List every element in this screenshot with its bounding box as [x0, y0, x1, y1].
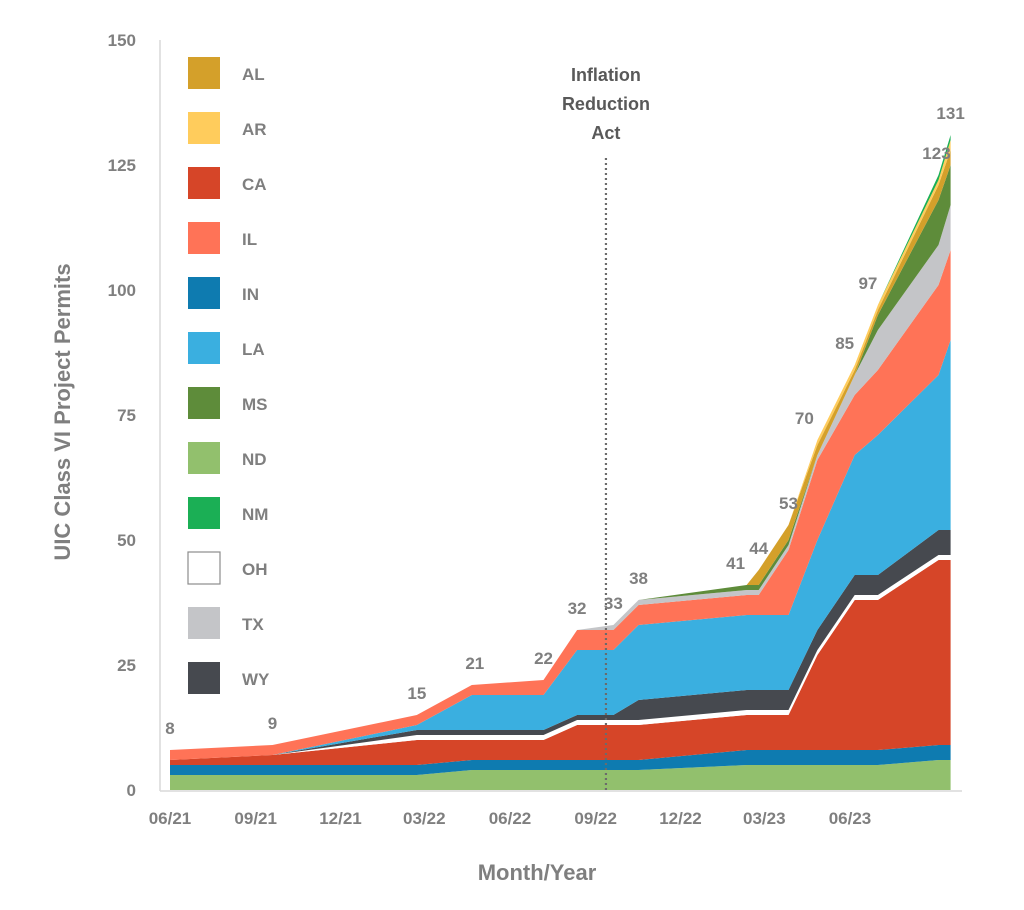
legend-item-in: IN — [188, 277, 259, 309]
x-tick-label: 03/23 — [743, 809, 786, 828]
legend-label: MS — [242, 395, 268, 414]
x-tick-label: 12/21 — [319, 809, 362, 828]
legend-swatch — [188, 662, 220, 694]
y-tick-label: 150 — [108, 31, 136, 50]
x-tick-label: 06/23 — [829, 809, 872, 828]
legend-swatch — [188, 497, 220, 529]
legend-item-oh: OH — [187, 551, 268, 585]
legend: AL AR CA IL IN LA MS ND NM OH TX WY — [187, 57, 270, 694]
legend-label: ND — [242, 450, 267, 469]
y-tick-label: 100 — [108, 281, 136, 300]
x-tick-labels: 06/21 09/21 12/21 03/22 06/22 09/22 12/22 03/23… — [149, 809, 872, 828]
total-label: 9 — [268, 714, 277, 733]
legend-swatch — [187, 551, 221, 585]
total-label: 22 — [534, 649, 553, 668]
legend-swatch — [188, 607, 220, 639]
ira-annotation-line: Inflation — [571, 65, 641, 85]
legend-item-ar: AR — [188, 112, 267, 144]
legend-item-la: LA — [188, 332, 265, 364]
y-tick-labels: 0 25 50 75 100 125 150 — [108, 31, 136, 800]
legend-item-ms: MS — [188, 387, 268, 419]
area-ca — [170, 560, 951, 765]
area-il — [170, 250, 951, 760]
y-tick-label: 0 — [127, 781, 136, 800]
x-tick-label: 09/22 — [574, 809, 617, 828]
total-label: 41 — [726, 554, 745, 573]
total-label: 8 — [165, 719, 174, 738]
x-axis-title: Month/Year — [478, 860, 597, 885]
total-label: 21 — [465, 654, 484, 673]
legend-item-ca: CA — [188, 167, 267, 199]
legend-label: LA — [242, 340, 265, 359]
legend-item-al: AL — [188, 57, 265, 89]
legend-label: IL — [242, 230, 257, 249]
x-tick-label: 12/22 — [659, 809, 702, 828]
legend-label: OH — [242, 560, 268, 579]
legend-label: AL — [242, 65, 265, 84]
total-label: 97 — [858, 274, 877, 293]
y-tick-label: 50 — [117, 531, 136, 550]
total-label: 38 — [629, 569, 648, 588]
y-axis-title: UIC Class VI Project Permits — [50, 263, 75, 560]
x-tick-label: 06/21 — [149, 809, 192, 828]
legend-swatch — [188, 332, 220, 364]
ira-annotation-line: Reduction — [562, 94, 650, 114]
legend-item-nm: NM — [188, 497, 268, 529]
legend-label: AR — [242, 120, 267, 139]
legend-label: WY — [242, 670, 270, 689]
x-tick-label: 06/22 — [489, 809, 532, 828]
legend-item-wy: WY — [188, 662, 270, 694]
legend-swatch — [188, 442, 220, 474]
x-tick-label: 03/22 — [403, 809, 446, 828]
legend-label: NM — [242, 505, 268, 524]
total-label: 85 — [835, 334, 854, 353]
area-la — [170, 340, 951, 760]
legend-label: IN — [242, 285, 259, 304]
y-tick-label: 75 — [117, 406, 136, 425]
total-label: 32 — [568, 599, 587, 618]
y-tick-label: 125 — [108, 156, 136, 175]
legend-swatch — [188, 222, 220, 254]
legend-label: CA — [242, 175, 267, 194]
area-nd — [170, 760, 951, 790]
total-label: 131 — [936, 104, 964, 123]
legend-swatch — [188, 277, 220, 309]
area-layers — [170, 135, 951, 790]
legend-swatch — [188, 167, 220, 199]
legend-swatch — [188, 112, 220, 144]
ira-annotation-line: Act — [591, 123, 620, 143]
legend-label: TX — [242, 615, 264, 634]
legend-item-tx: TX — [188, 607, 264, 639]
total-label: 33 — [604, 594, 623, 613]
total-label: 44 — [749, 539, 768, 558]
ira-annotation: Inflation Reduction Act — [562, 65, 650, 143]
legend-item-nd: ND — [188, 442, 267, 474]
total-label: 53 — [779, 494, 798, 513]
total-label: 123 — [922, 144, 950, 163]
legend-item-il: IL — [188, 222, 257, 254]
legend-swatch — [188, 57, 220, 89]
y-tick-label: 25 — [117, 656, 136, 675]
legend-swatch — [188, 387, 220, 419]
area-wy — [170, 530, 951, 760]
total-label: 15 — [407, 684, 426, 703]
x-tick-label: 09/21 — [234, 809, 277, 828]
total-label: 70 — [795, 409, 814, 428]
